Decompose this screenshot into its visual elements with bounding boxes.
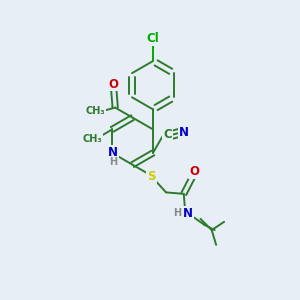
Text: O: O (189, 165, 199, 178)
Text: N: N (108, 146, 118, 159)
Text: N: N (179, 126, 189, 139)
Text: H: H (109, 158, 117, 167)
Text: H: H (173, 208, 181, 218)
Text: CH₃: CH₃ (86, 106, 105, 116)
Text: CH₃: CH₃ (83, 134, 102, 144)
Text: C: C (164, 128, 172, 141)
Text: N: N (183, 206, 193, 220)
Text: S: S (147, 170, 156, 183)
Text: Cl: Cl (147, 32, 159, 45)
Text: O: O (109, 77, 119, 91)
